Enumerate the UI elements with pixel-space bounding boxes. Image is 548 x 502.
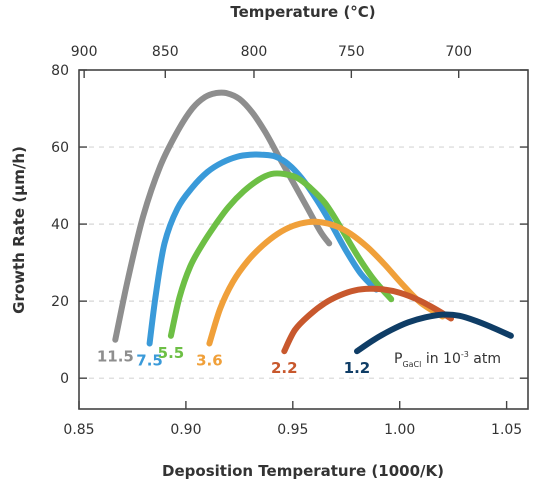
pressure-unit-annotation: PGaCl in 10-3 atm (394, 350, 501, 369)
annotation-superscript: -3 (461, 350, 469, 359)
plot-frame (78, 69, 529, 410)
x2-tick-label-4: 700 (445, 44, 472, 60)
y-tick-label-4: 80 (51, 63, 69, 79)
axis-ticks: 0 20 40 60 80 0.85 0.90 0.95 1.00 1.05 900 850 800 75… (51, 44, 528, 438)
y-tick-label-3: 60 (51, 140, 69, 156)
series-label-5-5: 5.5 (158, 344, 185, 362)
annotation-suffix: atm (469, 351, 501, 367)
series-line-3-6 (206, 218, 446, 347)
series-label-7-5: 7.5 (136, 352, 163, 370)
top-axis-title: Temperature (°C) (230, 3, 375, 21)
x-tick-label-0: 0.85 (63, 422, 94, 438)
x-tick-label-3: 1.00 (384, 422, 415, 438)
y-axis-title: Growth Rate (µm/h) (10, 146, 28, 314)
series-label-2-2: 2.2 (271, 359, 298, 377)
series-line-5-5 (167, 170, 395, 339)
x-tick-label-4: 1.05 (491, 422, 522, 438)
annotation-prefix: P (394, 351, 402, 367)
x-tick-label-2: 0.95 (277, 422, 308, 438)
series-line-11-5 (112, 89, 333, 343)
x2-tick-label-1: 850 (152, 44, 179, 60)
y-tick-label-0: 0 (60, 371, 69, 387)
series-line-1-2 (354, 311, 514, 355)
x-tick-label-1: 0.90 (170, 422, 201, 438)
series-curves (112, 89, 514, 355)
series-label-3-6: 3.6 (196, 352, 223, 370)
series-line-2-2 (281, 285, 454, 355)
series-labels: 11.5 7.55.5 3.6 2.2 1.2 (97, 344, 370, 377)
x2-tick-label-3: 750 (338, 44, 365, 60)
annotation-middle: in 10 (421, 351, 460, 367)
y-tick-label-2: 40 (51, 217, 69, 233)
annotation-subscript: GaCl (402, 360, 421, 369)
y-tick-label-1: 20 (51, 294, 69, 310)
x2-tick-label-2: 800 (241, 44, 268, 60)
series-label-11-5: 11.5 (97, 348, 134, 366)
x2-tick-label-0: 900 (71, 44, 98, 60)
x-axis-title: Deposition Temperature (1000/K) (162, 462, 444, 480)
series-label-1-2: 1.2 (344, 359, 371, 377)
